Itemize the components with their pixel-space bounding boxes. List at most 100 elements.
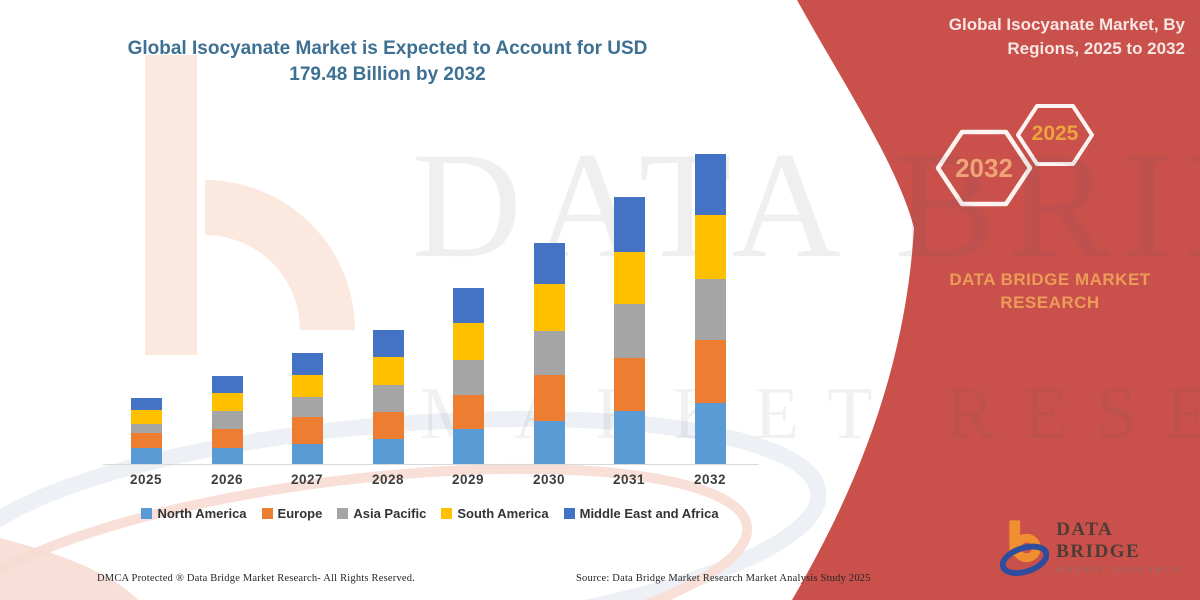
legend-label: Middle East and Africa — [579, 506, 719, 521]
bar-segment-middle-east-and-africa — [533, 242, 565, 284]
brand-text: DATA BRIDGE MARKET RESEARCH — [925, 268, 1175, 314]
x-axis-label: 2025 — [129, 472, 163, 487]
bar-segment-europe — [533, 374, 565, 422]
logo-text: DATA BRIDGE MARKET RESEARCH — [1056, 519, 1200, 574]
bar-segment-south-america — [291, 375, 323, 398]
chart-title-line2: 179.48 Billion by 2032 — [289, 64, 486, 85]
legend-item-middle-east-and-africa: Middle East and Africa — [563, 506, 719, 521]
hexagon-2025-outline — [1016, 104, 1094, 166]
bar-segment-middle-east-and-africa — [211, 375, 243, 394]
legend-label: Asia Pacific — [353, 506, 427, 521]
pink-corner-wedge — [0, 538, 138, 600]
stacked-bar-2028 — [372, 330, 404, 464]
legend-swatch — [261, 508, 273, 519]
legend-item-north-america: North America — [141, 506, 247, 521]
legend-label: North America — [157, 506, 247, 521]
bar-segment-south-america — [613, 252, 645, 304]
legend-label: Europe — [277, 506, 323, 521]
bar-segment-asia-pacific — [130, 424, 162, 433]
bar-segment-middle-east-and-africa — [694, 154, 726, 215]
stacked-bar-2032 — [694, 154, 726, 464]
legend-swatch — [441, 508, 453, 519]
bar-segment-europe — [694, 339, 726, 403]
red-accent-shape — [792, 0, 1200, 600]
logo-subtitle: MARKET RESEARCH — [1056, 564, 1182, 574]
source-text: Source: Data Bridge Market Research Mark… — [576, 573, 871, 584]
bar-segment-north-america — [211, 448, 243, 464]
x-axis-label: 2026 — [210, 472, 244, 487]
bar-segment-middle-east-and-africa — [130, 398, 162, 411]
logo-name: DATA BRIDGE — [1056, 518, 1141, 562]
hexagon-2032-label: 2032 — [955, 153, 1013, 183]
x-axis-line — [103, 464, 759, 465]
bar-segment-asia-pacific — [211, 411, 243, 430]
chart-legend: North America Europe Asia Pacific South Ame… — [95, 506, 765, 521]
brand-text-line1: DATA BRIDGE MARKET — [949, 270, 1151, 289]
legend-swatch — [563, 508, 575, 519]
x-axis-label: 2030 — [532, 472, 566, 487]
bar-segment-asia-pacific — [613, 303, 645, 358]
legend-swatch — [141, 508, 153, 519]
bar-segment-europe — [372, 412, 404, 439]
bar-segment-asia-pacific — [694, 279, 726, 340]
side-panel-title-line2: Regions, 2025 to 2032 — [1007, 39, 1185, 58]
legend-item-asia-pacific: Asia Pacific — [337, 506, 426, 521]
legend-label: South America — [457, 506, 549, 521]
x-axis-label: 2031 — [612, 472, 646, 487]
bar-segment-south-america — [372, 357, 404, 386]
data-bridge-logo-icon — [1000, 520, 1050, 576]
stacked-bar-2025 — [130, 398, 162, 464]
peach-watermark-bar — [145, 55, 197, 355]
hexagon-2032-outline — [935, 129, 1033, 207]
bar-segment-south-america — [130, 410, 162, 425]
bar-segment-europe — [452, 394, 484, 429]
brand-text-line2: RESEARCH — [1000, 293, 1100, 312]
legend-swatch — [337, 508, 349, 519]
side-panel-title: Global Isocyanate Market, By Regions, 20… — [860, 13, 1185, 61]
bar-segment-south-america — [211, 393, 243, 412]
bar-segment-north-america — [694, 403, 726, 464]
bar-segment-asia-pacific — [291, 397, 323, 418]
bar-segment-europe — [291, 417, 323, 444]
x-axis-label: 2029 — [451, 472, 485, 487]
x-axis-label: 2027 — [290, 472, 324, 487]
bar-segment-south-america — [452, 323, 484, 360]
bar-segment-asia-pacific — [452, 359, 484, 395]
x-axis-label: 2028 — [371, 472, 405, 487]
chart-title: Global Isocyanate Market is Expected to … — [115, 36, 660, 88]
x-axis-label: 2032 — [693, 472, 727, 487]
bar-segment-north-america — [452, 428, 484, 464]
legend-item-europe: Europe — [261, 506, 323, 521]
bar-segment-north-america — [291, 444, 323, 464]
stacked-bar-2027 — [291, 352, 323, 464]
bar-segment-asia-pacific — [533, 331, 565, 375]
bar-segment-asia-pacific — [372, 385, 404, 413]
bar-segment-north-america — [533, 421, 565, 464]
stacked-bar-2030 — [533, 242, 565, 464]
stacked-bar-2029 — [452, 288, 484, 464]
bar-segment-south-america — [533, 283, 565, 332]
stacked-bar-2026 — [211, 375, 243, 464]
bar-segment-middle-east-and-africa — [452, 288, 484, 324]
data-bridge-logo: DATA BRIDGE MARKET RESEARCH — [1000, 516, 1200, 576]
bar-segment-north-america — [613, 411, 645, 464]
side-panel-title-line1: Global Isocyanate Market, By — [948, 15, 1185, 34]
pink-swoosh-watermark — [0, 463, 753, 600]
bar-segment-north-america — [130, 447, 162, 464]
legend-item-south-america: South America — [441, 506, 549, 521]
bar-segment-europe — [130, 432, 162, 448]
chart-title-line1: Global Isocyanate Market is Expected to … — [127, 38, 648, 59]
hexagon-2025-label: 2025 — [1031, 122, 1079, 145]
bar-segment-middle-east-and-africa — [372, 330, 404, 358]
bar-segment-south-america — [694, 214, 726, 280]
bar-segment-europe — [613, 357, 645, 412]
dmca-text: DMCA Protected ® Data Bridge Market Rese… — [97, 573, 416, 584]
stacked-bar-2031 — [613, 197, 645, 464]
bar-segment-north-america — [372, 439, 404, 464]
bar-segment-middle-east-and-africa — [613, 197, 645, 253]
peach-watermark-arc — [205, 180, 355, 330]
bar-segment-middle-east-and-africa — [291, 352, 323, 376]
bar-segment-europe — [211, 429, 243, 449]
